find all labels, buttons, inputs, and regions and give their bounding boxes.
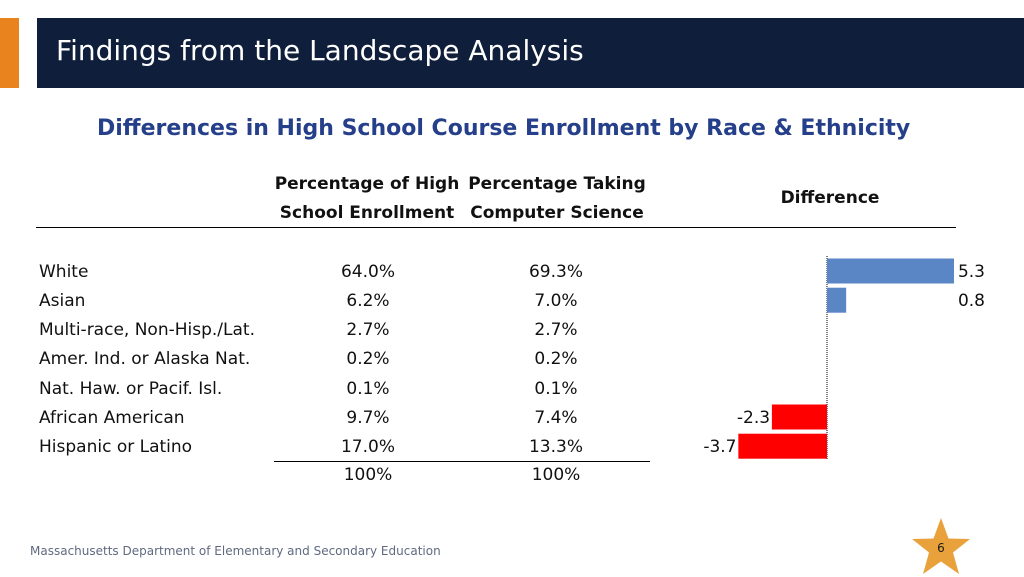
difference-data-label: 0.8 xyxy=(958,291,985,311)
cs-cell: 69.3% xyxy=(528,262,583,282)
cs-cell: 0.1% xyxy=(534,379,578,399)
col-header-enrollment-line2: School Enrollment xyxy=(279,203,455,223)
footer-org: Massachusetts Department of Elementary a… xyxy=(30,544,441,558)
totals-rule xyxy=(274,461,650,462)
col-header-cs-line2: Computer Science xyxy=(470,203,644,223)
row-label: Asian xyxy=(39,291,86,311)
enrollment-cell: 6.2% xyxy=(346,291,390,311)
difference-bar xyxy=(738,433,827,459)
accent-bar xyxy=(0,18,19,88)
col-header-enrollment-line1: Percentage of High xyxy=(274,174,460,194)
difference-bar xyxy=(771,404,827,430)
enrollment-cell: 64.0% xyxy=(340,262,395,282)
table-subtitle: Differences in High School Course Enroll… xyxy=(97,116,911,141)
enrollment-cell: 17.0% xyxy=(340,437,395,457)
difference-bar-chart: 5.3 0.8 -2.3-3.7 xyxy=(703,256,985,460)
cs-cell: 7.4% xyxy=(534,408,578,428)
slide-title: Findings from the Landscape Analysis xyxy=(56,34,584,67)
col-header-cs: Percentage Taking Computer Science xyxy=(462,170,652,228)
difference-bar xyxy=(827,258,954,284)
enrollment-cell: 2.7% xyxy=(346,320,390,340)
row-label: Amer. Ind. or Alaska Nat. xyxy=(39,349,251,369)
enrollment-cell: 9.7% xyxy=(346,408,390,428)
title-bar xyxy=(37,18,1024,88)
cs-total: 100% xyxy=(531,465,581,485)
difference-data-label: 5.3 xyxy=(958,262,985,282)
cs-cell: 0.2% xyxy=(534,349,578,369)
enrollment-cell: 0.2% xyxy=(346,349,390,369)
enrollment-total: 100% xyxy=(343,465,393,485)
difference-bar xyxy=(827,287,847,313)
enrollment-cell: 0.1% xyxy=(346,379,390,399)
row-label: African American xyxy=(39,408,185,428)
difference-data-label: -2.3 xyxy=(737,408,770,428)
col-header-difference: Difference xyxy=(780,188,880,208)
row-label: Nat. Haw. or Pacif. Isl. xyxy=(39,379,223,399)
cs-cell: 2.7% xyxy=(534,320,578,340)
col-header-cs-line1: Percentage Taking xyxy=(468,174,646,194)
row-label: Hispanic or Latino xyxy=(39,437,193,457)
cs-cell: 13.3% xyxy=(528,437,583,457)
row-label: Multi-race, Non-Hisp./Lat. xyxy=(39,320,255,340)
difference-data-label: -3.7 xyxy=(703,437,736,457)
cs-cell: 7.0% xyxy=(534,291,578,311)
star-icon xyxy=(912,518,970,574)
page-number: 6 xyxy=(937,541,945,555)
col-header-enrollment: Percentage of High School Enrollment xyxy=(272,170,462,228)
row-label: White xyxy=(39,262,89,282)
header-rule xyxy=(36,227,956,228)
